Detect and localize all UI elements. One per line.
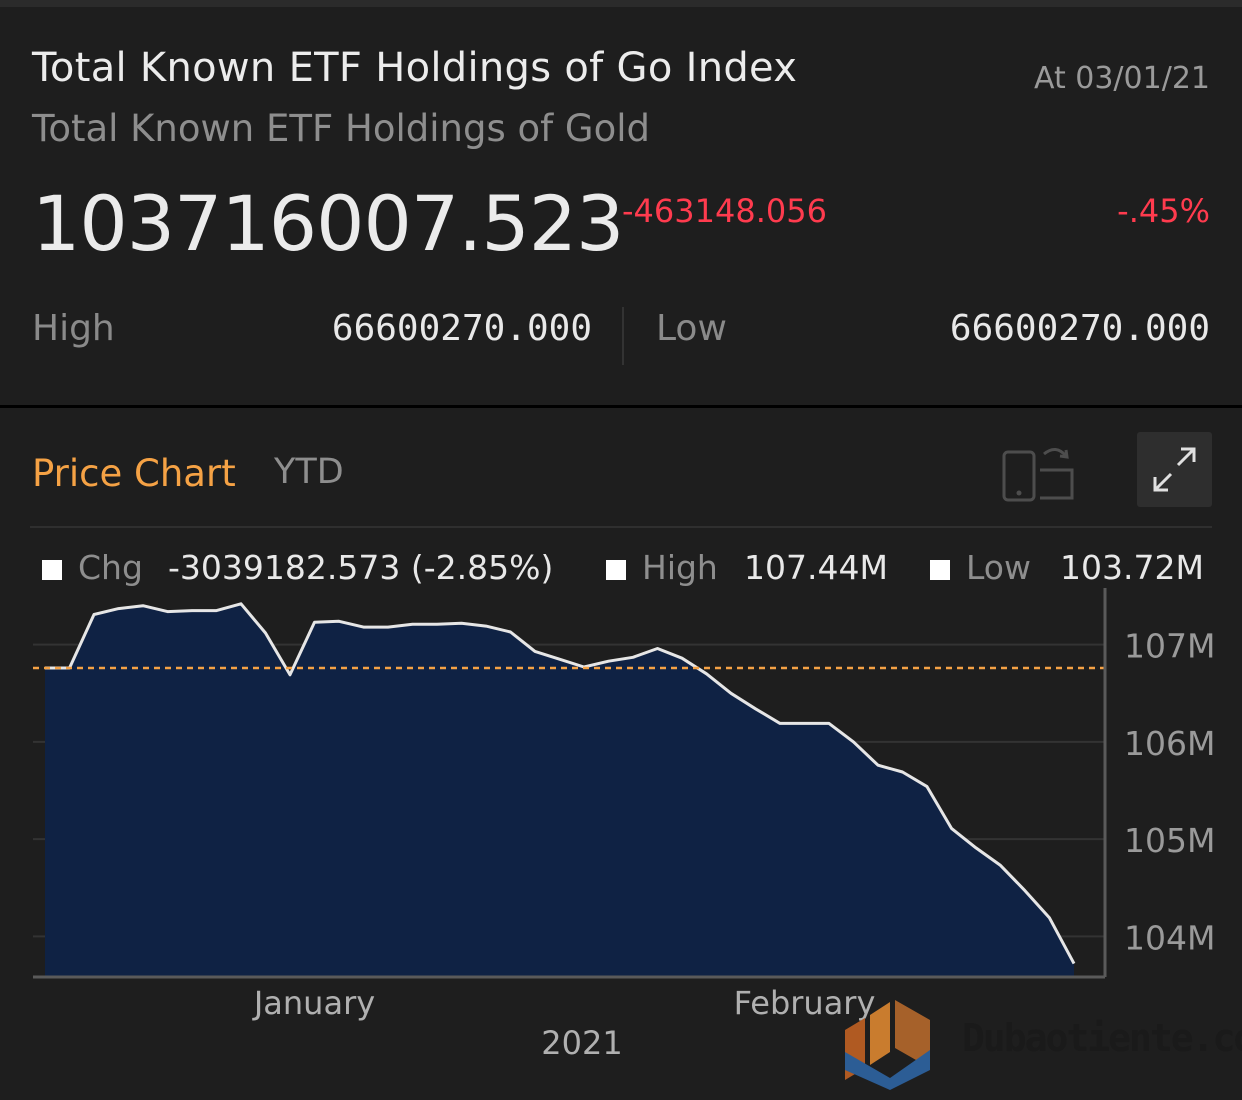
quote-header: Total Known ETF Holdings of Go Index Tot…	[0, 7, 1242, 405]
card-divider	[30, 526, 1212, 528]
chg-label: Chg	[78, 548, 143, 587]
high-value: 66600270.000	[331, 308, 592, 349]
y-tick-labels: 107M 106M 105M 104M	[1124, 627, 1215, 958]
x-tick-label: February	[734, 984, 876, 1022]
price-chart-title: Price Chart	[32, 452, 236, 495]
last-price: 103716007.523	[32, 179, 624, 268]
expand-chart-button[interactable]	[1137, 432, 1212, 507]
y-tick-label: 105M	[1124, 821, 1215, 860]
section-divider	[0, 405, 1242, 408]
stat-low-value: 103.72M	[1060, 548, 1204, 587]
price-chart[interactable]: 107M 106M 105M 104M January February 2021	[0, 588, 1242, 1100]
rotate-device-icon	[1002, 448, 1074, 502]
chg-legend-marker	[42, 560, 62, 580]
stat-low-label: Low	[966, 548, 1031, 587]
series-line	[45, 602, 1076, 965]
stat-high-label: High	[642, 548, 718, 587]
area-fill	[45, 603, 1074, 977]
low-value: 66600270.000	[949, 308, 1210, 349]
top-edge	[0, 0, 1242, 7]
low-label: Low	[656, 308, 727, 349]
change-percent: -.45%	[1117, 192, 1210, 230]
watermark-logo-icon	[845, 1000, 930, 1090]
watermark-text: Dubaotiente.com	[962, 1016, 1242, 1060]
x-tick-label: January	[252, 984, 375, 1022]
as-of-date: At 03/01/21	[1033, 61, 1210, 96]
high-label: High	[32, 308, 115, 349]
y-tick-label: 104M	[1124, 918, 1215, 957]
change-absolute: -463148.056	[622, 192, 827, 230]
y-tick-label: 106M	[1124, 724, 1215, 763]
chart-stats-row: Chg -3039182.573 (-2.85%) High 107.44M L…	[0, 546, 1242, 590]
y-tick-label: 107M	[1124, 627, 1215, 666]
high-legend-marker	[606, 560, 626, 580]
low-legend-marker	[930, 560, 950, 580]
rotate-screen-button[interactable]	[1000, 440, 1078, 504]
index-title: Total Known ETF Holdings of Go Index	[32, 45, 798, 91]
watermark: Dubaotiente.com	[840, 990, 1242, 1090]
price-chart-card: Price Chart YTD Chg -3039182.573 (-2.85%…	[0, 408, 1242, 1100]
index-subtitle: Total Known ETF Holdings of Gold	[32, 107, 650, 150]
stat-high-value: 107.44M	[744, 548, 888, 587]
chg-value: -3039182.573 (-2.85%)	[168, 548, 554, 587]
x-tick-labels: January February	[252, 984, 876, 1022]
x-axis-year-label: 2021	[541, 1024, 622, 1062]
high-low-divider	[622, 307, 624, 365]
range-selector[interactable]: YTD	[274, 452, 344, 492]
expand-icon	[1153, 447, 1196, 492]
